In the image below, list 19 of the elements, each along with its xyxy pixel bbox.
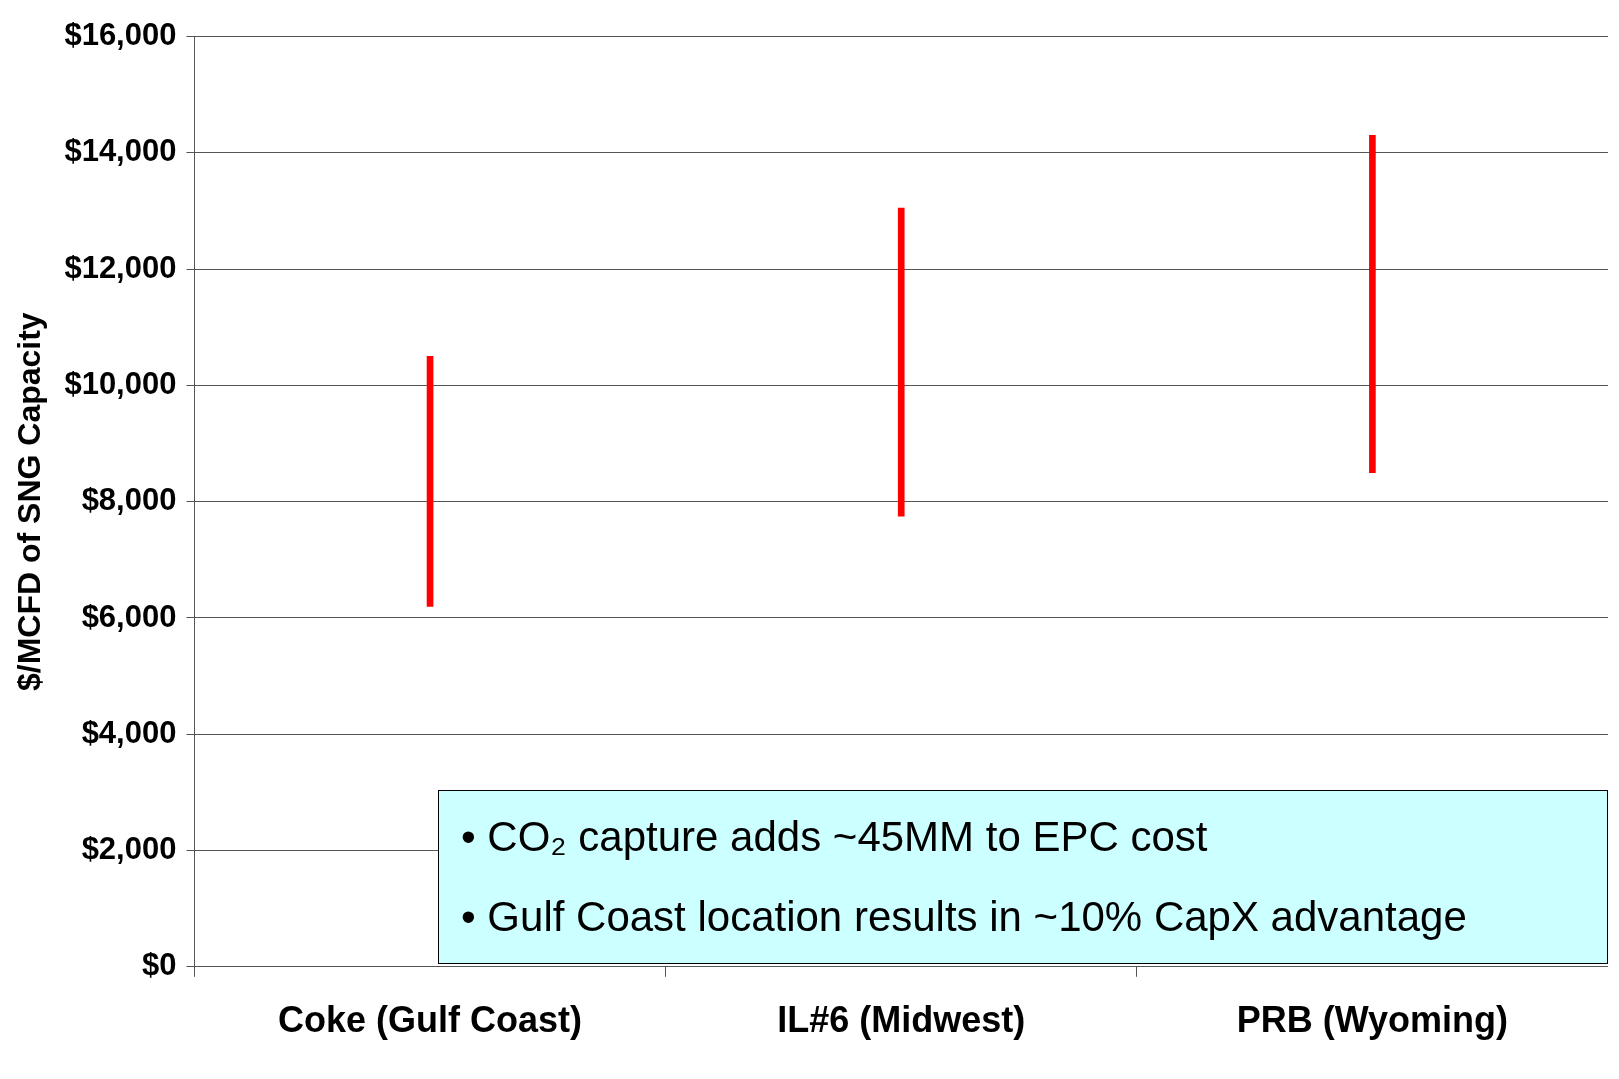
y-tick-label: $4,000 (81, 714, 177, 750)
y-tick-label: $12,000 (64, 249, 177, 285)
y-tick-label: $0 (141, 947, 177, 983)
y-tick-label: $10,000 (64, 365, 177, 401)
y-tick-label: $6,000 (81, 598, 177, 634)
annotation: • Gulf Coast location results in ~10% CapX advantage (461, 892, 1468, 942)
x-tick-label: Coke (Gulf Coast) (278, 999, 583, 1041)
y-tick-label: $2,000 (81, 831, 177, 867)
note-box: • CO₂ capture adds ~45MM to EPC cost • Gulf Coast location results in ~10% CapX advantage (438, 790, 1608, 964)
bar (426, 356, 434, 607)
x-tick-label: PRB (Wyoming) (1236, 999, 1509, 1041)
bar (1369, 135, 1376, 473)
y-axis-title: $/MCFD of SNG Capacity (11, 312, 48, 692)
y-tick-label: $16,000 (64, 17, 177, 53)
x-tick-label: IL#6 (Midwest) (777, 999, 1026, 1041)
annotation: • CO₂ capture adds ~45MM to EPC cost (461, 812, 1209, 862)
y-tick-label: $8,000 (81, 482, 177, 518)
y-tick-label: $14,000 (64, 133, 177, 169)
bar (897, 207, 905, 517)
